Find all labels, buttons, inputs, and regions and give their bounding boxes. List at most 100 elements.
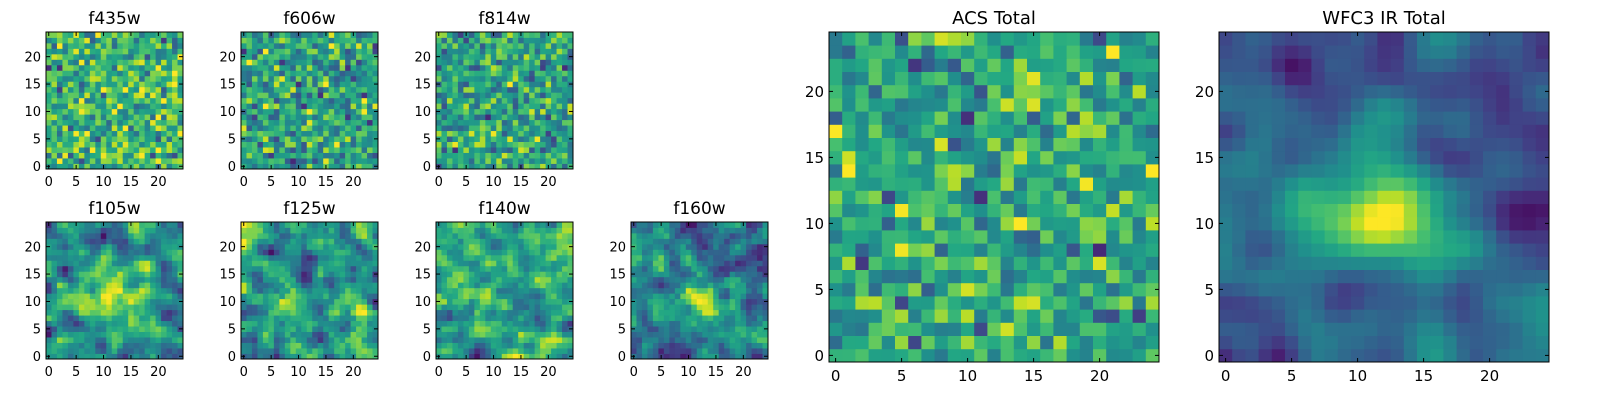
heatmap-cell bbox=[663, 254, 670, 261]
heatmap-cell bbox=[328, 92, 335, 99]
heatmap-cell bbox=[312, 315, 319, 322]
heatmap-cell bbox=[757, 342, 763, 349]
heatmap-cell bbox=[457, 119, 464, 126]
heatmap-cell bbox=[339, 304, 346, 311]
heatmap-cell bbox=[523, 37, 530, 44]
heatmap-cell bbox=[177, 287, 184, 294]
heatmap-cell bbox=[350, 309, 357, 316]
heatmap-cell bbox=[1053, 309, 1067, 323]
heatmap-cell bbox=[67, 271, 74, 278]
heatmap-cell bbox=[707, 342, 714, 349]
heatmap-cell bbox=[947, 269, 962, 284]
heatmap-cell bbox=[122, 119, 129, 126]
heatmap-cell bbox=[268, 348, 275, 354]
heatmap-cell bbox=[696, 309, 703, 316]
heatmap-cell bbox=[84, 70, 91, 77]
heatmap-cell bbox=[323, 75, 330, 82]
heatmap-cell bbox=[908, 322, 922, 336]
heatmap-cell bbox=[496, 103, 503, 110]
heatmap-cell bbox=[67, 331, 74, 338]
heatmap-cell bbox=[540, 315, 546, 322]
heatmap-cell bbox=[468, 348, 475, 354]
heatmap-cell bbox=[567, 152, 574, 159]
heatmap-cell bbox=[663, 320, 670, 327]
heatmap-cell bbox=[479, 249, 486, 256]
heatmap-cell bbox=[301, 158, 308, 164]
heatmap-cell bbox=[144, 331, 151, 338]
heatmap-cell bbox=[328, 348, 335, 354]
heatmap-cell bbox=[78, 337, 85, 343]
heatmap-cell bbox=[334, 287, 341, 294]
heatmap-cell bbox=[290, 70, 297, 77]
heatmap-cell bbox=[680, 282, 687, 289]
heatmap-cell bbox=[350, 265, 357, 272]
heatmap-cell bbox=[356, 92, 362, 99]
heatmap-cell bbox=[436, 97, 442, 104]
heatmap-cell bbox=[663, 326, 670, 332]
heatmap-cell bbox=[545, 249, 552, 256]
chart-title: f606w bbox=[283, 9, 335, 29]
y-tick-label: 0 bbox=[228, 350, 236, 365]
heatmap-cell bbox=[446, 37, 453, 44]
heatmap-cell bbox=[702, 320, 709, 327]
heatmap-cell bbox=[367, 243, 373, 250]
heatmap-cell bbox=[446, 53, 453, 60]
heatmap-cell bbox=[290, 152, 297, 159]
heatmap-cell bbox=[540, 64, 546, 71]
heatmap-cell bbox=[295, 37, 302, 44]
heatmap-cell bbox=[334, 238, 341, 245]
heatmap-cell bbox=[463, 108, 470, 115]
heatmap-cell bbox=[312, 353, 319, 360]
heatmap-cell bbox=[636, 265, 643, 272]
heatmap-cell bbox=[100, 298, 107, 305]
heatmap-cell bbox=[177, 64, 184, 71]
heatmap-cell bbox=[740, 249, 747, 256]
heatmap-cell bbox=[881, 190, 896, 204]
heatmap-cell bbox=[647, 353, 654, 360]
heatmap-cell bbox=[372, 342, 379, 349]
heatmap-cell bbox=[545, 304, 552, 311]
heatmap-cell bbox=[1027, 190, 1041, 204]
heatmap-cell bbox=[78, 331, 85, 338]
heatmap-cell bbox=[133, 293, 140, 300]
heatmap-cell bbox=[457, 287, 464, 294]
heatmap-cell bbox=[284, 265, 291, 272]
heatmap-cell bbox=[551, 265, 557, 272]
heatmap-cell bbox=[246, 298, 253, 305]
heatmap-cell bbox=[56, 293, 63, 300]
heatmap-cell bbox=[117, 331, 124, 338]
heatmap-cell bbox=[485, 353, 492, 360]
heatmap-cell bbox=[117, 222, 124, 228]
heatmap-cell bbox=[155, 293, 162, 300]
heatmap-cell bbox=[367, 353, 373, 360]
heatmap-cell bbox=[117, 147, 124, 153]
heatmap-cell bbox=[567, 147, 574, 153]
x-tick-label: 10 bbox=[290, 175, 307, 190]
heatmap-cell bbox=[372, 48, 379, 55]
heatmap-cell bbox=[740, 298, 747, 305]
heatmap-cell bbox=[155, 232, 162, 239]
heatmap-cell bbox=[95, 103, 102, 110]
heatmap-cell bbox=[540, 141, 546, 148]
heatmap-cell bbox=[529, 232, 536, 239]
heatmap-cell bbox=[436, 282, 442, 289]
heatmap-cell bbox=[312, 271, 319, 278]
heatmap-cell bbox=[669, 232, 676, 239]
heatmap-cell bbox=[312, 304, 319, 311]
heatmap-cell bbox=[139, 227, 146, 234]
heatmap-cell bbox=[339, 37, 346, 44]
heatmap-cell bbox=[1066, 256, 1081, 270]
heatmap-cell bbox=[507, 298, 514, 305]
heatmap-cell bbox=[155, 125, 162, 132]
heatmap-cell bbox=[67, 37, 74, 44]
heatmap-cell bbox=[518, 108, 525, 115]
heatmap-cell bbox=[262, 32, 269, 38]
heatmap-cell bbox=[1000, 348, 1015, 363]
heatmap-cell bbox=[474, 64, 481, 71]
heatmap-cell bbox=[496, 125, 503, 132]
heatmap-cell bbox=[345, 92, 351, 99]
heatmap-cell bbox=[356, 32, 362, 38]
y-tick-label: 20 bbox=[414, 240, 431, 255]
heatmap-cell bbox=[257, 254, 264, 261]
heatmap-cell bbox=[290, 320, 297, 327]
